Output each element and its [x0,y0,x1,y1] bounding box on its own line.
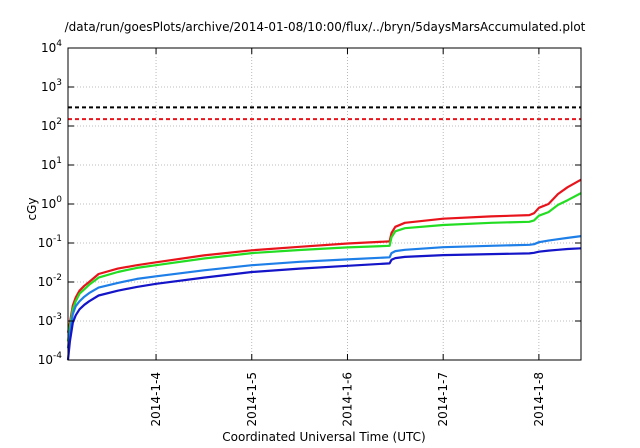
y-tick-label: 100 [41,195,62,211]
y-tick-label: 101 [41,156,62,172]
x-tick-label: 2014-1-5 [245,372,259,426]
series-line [66,235,582,349]
y-tick-label: 103 [41,78,62,94]
axis-ticks: 10-4 10-3 10-2 10-1 100 101 102 103 104 2014-1-4 2… [38,39,581,426]
threshold-lines [68,106,581,121]
series-line [66,178,582,333]
y-tick-label: 10-1 [38,234,62,250]
series-line [66,247,582,361]
y-tick-label: 10-2 [38,273,62,289]
y-tick-label: 104 [41,39,62,55]
x-tick-label: 2014-1-8 [532,372,546,426]
grid-lines [68,48,581,360]
y-tick-label: 102 [41,117,62,133]
series-lines [66,178,582,361]
chart-title: /data/run/goesPlots/archive/2014-01-08/1… [65,20,586,34]
y-axis-label: cGy [25,198,39,221]
plot-frame [67,47,582,361]
y-tick-label: 10-4 [38,351,63,367]
x-axis-label: Coordinated Universal Time (UTC) [222,430,425,444]
x-tick-label: 2014-1-6 [340,372,354,426]
x-tick-label: 2014-1-4 [149,372,163,426]
x-tick-label: 2014-1-7 [436,372,450,426]
y-tick-label: 10-3 [38,312,62,328]
series-line [66,192,582,342]
